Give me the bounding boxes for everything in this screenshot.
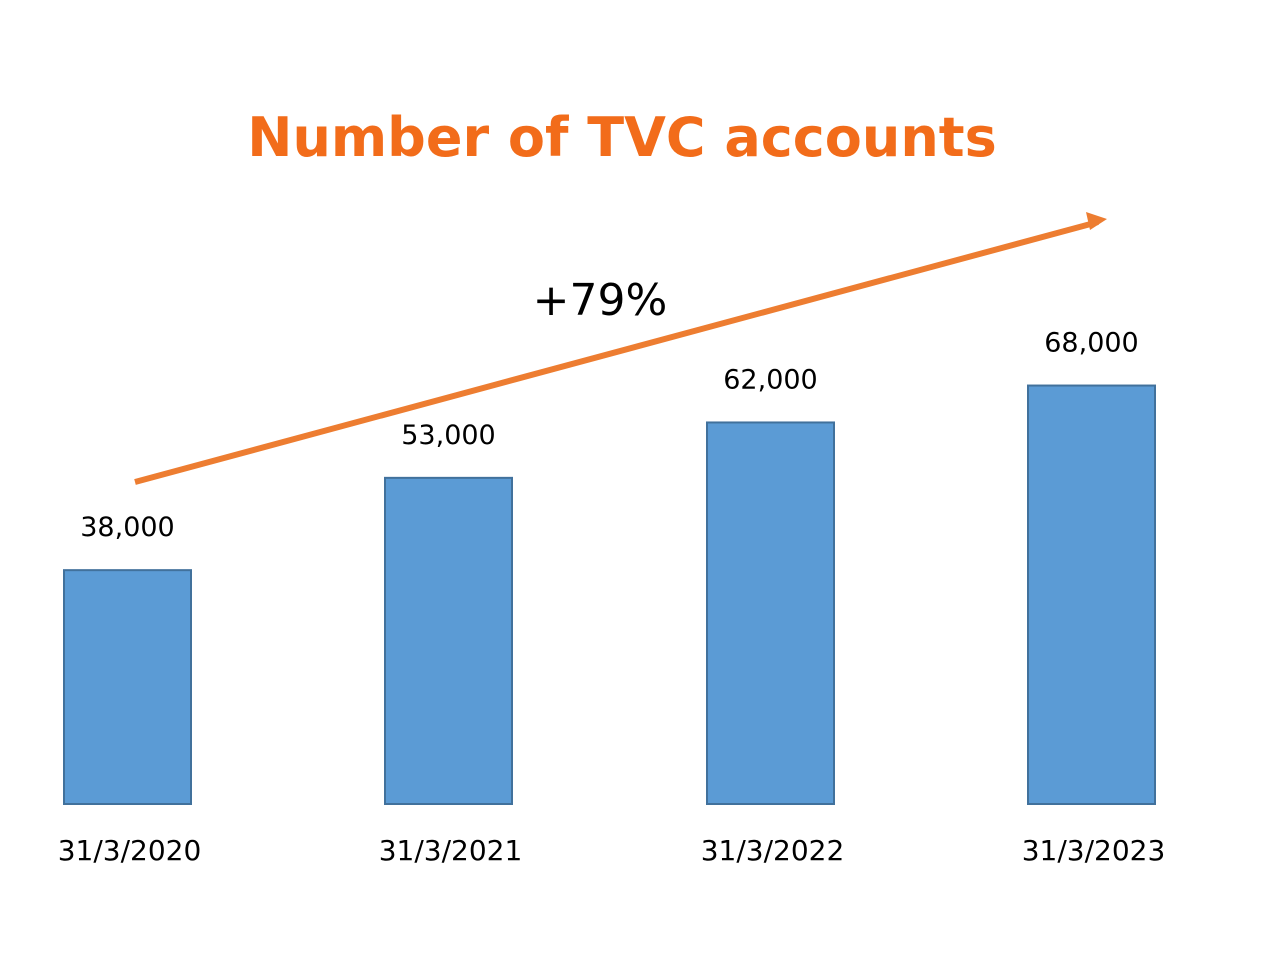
data-label-2: 53,000	[401, 420, 495, 451]
data-label-4: 68,000	[1044, 328, 1138, 359]
trend-arrow-head	[1086, 212, 1107, 230]
bar-group: 38,000 31/3/2020 53,000 31/3/2021 62,000 31/3…	[58, 328, 1166, 867]
x-tick-label-4: 31/3/2023	[1022, 834, 1166, 867]
data-label-1: 38,000	[80, 512, 174, 543]
x-tick-label-3: 31/3/2022	[701, 834, 845, 867]
bar-1	[63, 569, 192, 806]
trend-arrow	[134, 219, 1099, 485]
chart-title: Number of TVC accounts	[247, 106, 996, 169]
bar-3	[706, 421, 835, 805]
bar-4	[1027, 384, 1156, 805]
x-tick-label-1: 31/3/2020	[58, 834, 202, 867]
growth-annotation: +79%	[533, 275, 668, 326]
data-label-3: 62,000	[723, 364, 817, 395]
bar-2	[384, 476, 513, 805]
x-tick-label-2: 31/3/2021	[379, 834, 523, 867]
